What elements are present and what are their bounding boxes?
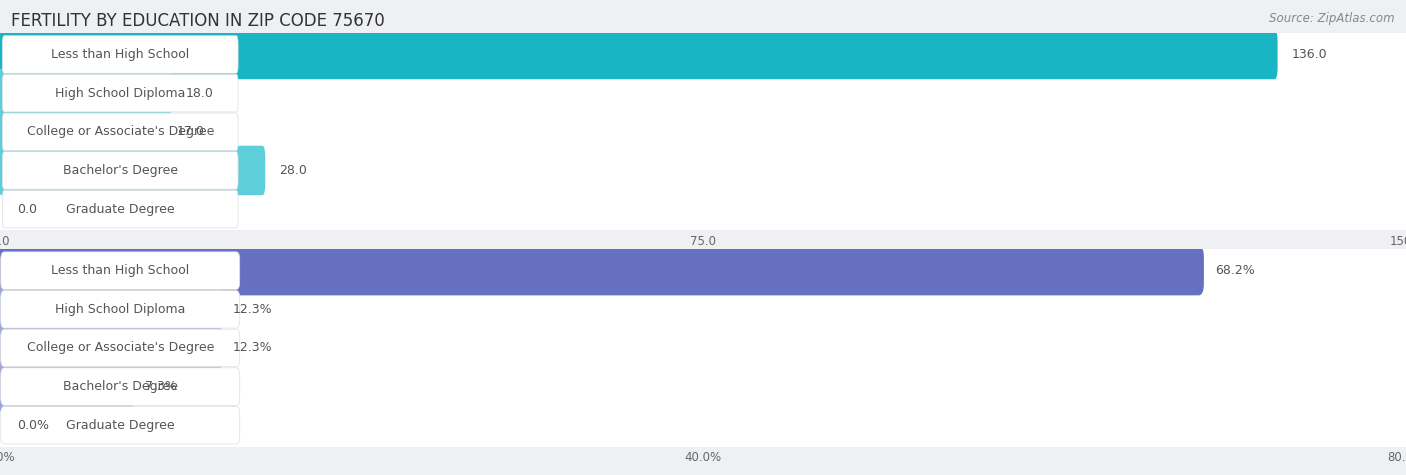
Text: FERTILITY BY EDUCATION IN ZIP CODE 75670: FERTILITY BY EDUCATION IN ZIP CODE 75670 — [11, 12, 385, 30]
FancyBboxPatch shape — [0, 362, 134, 411]
FancyBboxPatch shape — [3, 152, 238, 189]
FancyBboxPatch shape — [0, 323, 1406, 373]
FancyBboxPatch shape — [0, 107, 162, 157]
Text: Less than High School: Less than High School — [51, 48, 190, 61]
FancyBboxPatch shape — [0, 246, 1204, 295]
FancyBboxPatch shape — [0, 184, 1406, 234]
Text: High School Diploma: High School Diploma — [55, 303, 186, 316]
FancyBboxPatch shape — [0, 323, 222, 373]
Text: Bachelor's Degree: Bachelor's Degree — [63, 164, 177, 177]
FancyBboxPatch shape — [0, 107, 1406, 157]
FancyBboxPatch shape — [0, 285, 1406, 334]
Text: 28.0: 28.0 — [280, 164, 307, 177]
Text: College or Associate's Degree: College or Associate's Degree — [27, 342, 214, 354]
Text: Source: ZipAtlas.com: Source: ZipAtlas.com — [1270, 12, 1395, 25]
Text: 0.0: 0.0 — [17, 203, 37, 216]
FancyBboxPatch shape — [0, 368, 239, 405]
FancyBboxPatch shape — [0, 146, 266, 195]
FancyBboxPatch shape — [0, 291, 239, 328]
Text: 12.3%: 12.3% — [233, 303, 273, 316]
Text: Less than High School: Less than High School — [51, 264, 190, 277]
FancyBboxPatch shape — [3, 113, 238, 151]
Text: 68.2%: 68.2% — [1215, 264, 1256, 277]
FancyBboxPatch shape — [0, 30, 1406, 79]
Text: 17.0: 17.0 — [176, 125, 204, 138]
Text: 18.0: 18.0 — [186, 86, 214, 100]
Text: 136.0: 136.0 — [1292, 48, 1327, 61]
FancyBboxPatch shape — [3, 75, 238, 112]
Text: Bachelor's Degree: Bachelor's Degree — [63, 380, 177, 393]
FancyBboxPatch shape — [0, 285, 222, 334]
FancyBboxPatch shape — [0, 30, 1278, 79]
FancyBboxPatch shape — [0, 146, 1406, 195]
FancyBboxPatch shape — [0, 407, 239, 444]
Text: 0.0%: 0.0% — [17, 419, 49, 432]
FancyBboxPatch shape — [0, 329, 239, 367]
FancyBboxPatch shape — [3, 36, 238, 73]
FancyBboxPatch shape — [3, 190, 238, 228]
Text: Graduate Degree: Graduate Degree — [66, 419, 174, 432]
Text: 7.3%: 7.3% — [145, 380, 177, 393]
FancyBboxPatch shape — [0, 252, 239, 289]
FancyBboxPatch shape — [0, 68, 172, 118]
Text: Graduate Degree: Graduate Degree — [66, 203, 174, 216]
Text: College or Associate's Degree: College or Associate's Degree — [27, 125, 214, 138]
FancyBboxPatch shape — [0, 400, 1406, 450]
FancyBboxPatch shape — [0, 68, 1406, 118]
FancyBboxPatch shape — [0, 246, 1406, 295]
FancyBboxPatch shape — [0, 362, 1406, 411]
Text: 12.3%: 12.3% — [233, 342, 273, 354]
Text: High School Diploma: High School Diploma — [55, 86, 186, 100]
